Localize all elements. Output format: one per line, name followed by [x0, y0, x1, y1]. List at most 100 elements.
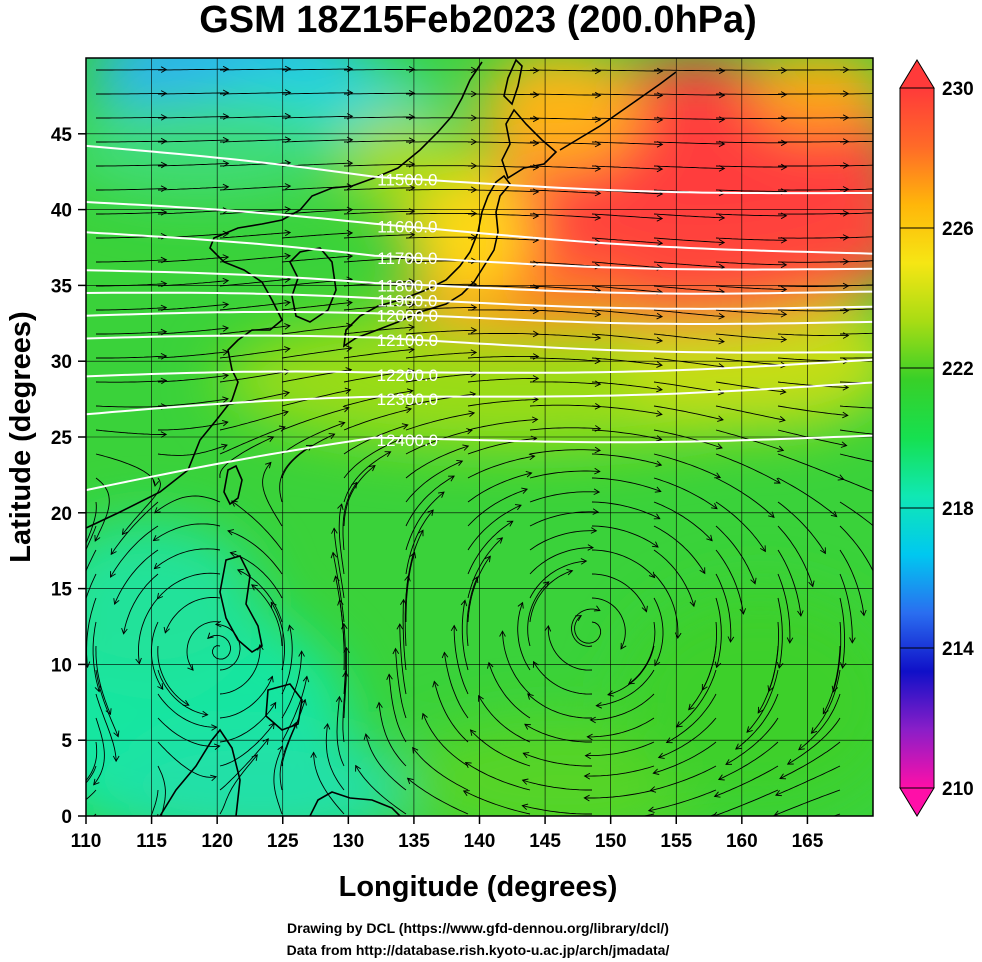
- streamline: [607, 645, 655, 696]
- streamline: [778, 164, 849, 167]
- streamline-arrow: [713, 791, 721, 798]
- y-tick-label: 0: [61, 807, 72, 828]
- streamline-arrow: [157, 683, 164, 690]
- height-contour: [86, 201, 873, 255]
- streamline-arrow: [460, 599, 468, 607]
- streamline-arrow: [408, 90, 416, 97]
- streamline: [778, 236, 849, 239]
- streamline: [840, 117, 873, 119]
- streamline: [653, 573, 679, 639]
- streamline-arrow: [222, 230, 230, 238]
- streamline-arrow: [627, 678, 635, 685]
- height-contour: [86, 231, 873, 271]
- streamline: [343, 257, 415, 263]
- streamline: [219, 139, 291, 143]
- streamline: [412, 747, 469, 791]
- streamline-arrow: [711, 503, 718, 510]
- streamline-arrow: [810, 727, 818, 734]
- streamline: [158, 92, 229, 95]
- streamline: [95, 693, 117, 762]
- streamline-arrow: [344, 387, 352, 395]
- streamline-arrow: [406, 777, 414, 785]
- streamline-arrow: [780, 115, 788, 122]
- streamline-arrow: [532, 115, 540, 123]
- streamline-arrow: [580, 558, 588, 565]
- streamline: [219, 278, 291, 287]
- coastlines: [86, 58, 677, 816]
- streamline: [154, 495, 221, 514]
- height-contour: [86, 291, 873, 310]
- streamline: [219, 392, 290, 407]
- streamline: [653, 93, 725, 96]
- streamline-arrow: [583, 794, 590, 802]
- streamline: [405, 552, 416, 622]
- streamline-arrow: [222, 89, 230, 97]
- streamline: [591, 261, 663, 269]
- height-contour: [86, 269, 873, 295]
- streamline-arrow: [94, 534, 101, 542]
- streamline: [157, 374, 229, 383]
- streamline: [715, 261, 787, 266]
- streamline-arrow: [284, 65, 292, 73]
- streamline: [273, 745, 283, 815]
- streamline: [219, 115, 291, 119]
- streamline: [778, 188, 849, 191]
- streamline: [466, 576, 478, 647]
- field-blobs: [86, 58, 873, 816]
- streamline: [839, 308, 873, 311]
- streamline-arrow: [110, 571, 116, 578]
- x-axis-ticks: 110 115 120 125 130 135 140 145 150 155 160 165: [71, 816, 824, 852]
- map-grid: [86, 58, 873, 816]
- streamline: [715, 597, 722, 668]
- streamline: [281, 347, 352, 359]
- streamline-arrow: [64, 794, 70, 799]
- streamline: [281, 625, 293, 695]
- streamline: [653, 165, 725, 169]
- streamline-arrow: [121, 627, 128, 635]
- streamline: [281, 699, 306, 767]
- streamline: [596, 669, 655, 707]
- streamline-arrow: [338, 421, 346, 428]
- streamline-arrow: [346, 89, 354, 96]
- height-contour-label: 12000.0: [377, 307, 438, 326]
- streamline-arrow: [135, 657, 142, 665]
- streamline-arrow: [351, 481, 358, 489]
- streamline-arrow: [739, 608, 747, 615]
- streamline-arrow: [302, 675, 310, 683]
- height-contours: [86, 144, 873, 492]
- streamline: [591, 453, 662, 466]
- streamline-arrow: [776, 661, 784, 669]
- streamline-arrow: [735, 743, 742, 750]
- streamline: [281, 302, 353, 311]
- streamline: [778, 141, 849, 143]
- streamline: [157, 351, 229, 359]
- colorbar-label: 226: [942, 219, 974, 240]
- streamline: [86, 501, 97, 545]
- streamline-arrow: [417, 529, 424, 537]
- streamline-arrow: [699, 567, 706, 575]
- streamline: [488, 662, 531, 719]
- streamline: [219, 676, 273, 719]
- streamline-arrow: [472, 576, 479, 584]
- streamline-arrow: [221, 419, 229, 427]
- streamline: [523, 752, 592, 767]
- streamline: [658, 717, 717, 759]
- streamline: [467, 455, 535, 479]
- streamline: [342, 671, 347, 743]
- streamline-arrow: [717, 415, 724, 422]
- streamline: [591, 93, 663, 96]
- streamline: [465, 762, 531, 791]
- streamline-arrow: [333, 575, 340, 583]
- streamline: [522, 779, 592, 791]
- streamline: [219, 185, 291, 191]
- streamline: [402, 599, 407, 671]
- streamline: [96, 331, 167, 335]
- streamline-arrow: [675, 721, 683, 728]
- streamline: [405, 307, 477, 311]
- streamline-arrow: [70, 610, 76, 616]
- streamline: [355, 765, 407, 815]
- streamline-arrow: [281, 409, 289, 417]
- streamline-arrow: [725, 759, 733, 765]
- streamline: [157, 693, 217, 728]
- streamline: [378, 702, 407, 767]
